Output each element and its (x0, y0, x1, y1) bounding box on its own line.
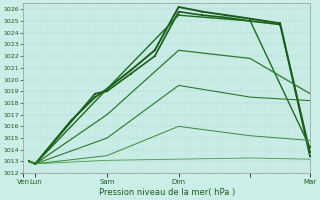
X-axis label: Pression niveau de la mer( hPa ): Pression niveau de la mer( hPa ) (99, 188, 235, 197)
